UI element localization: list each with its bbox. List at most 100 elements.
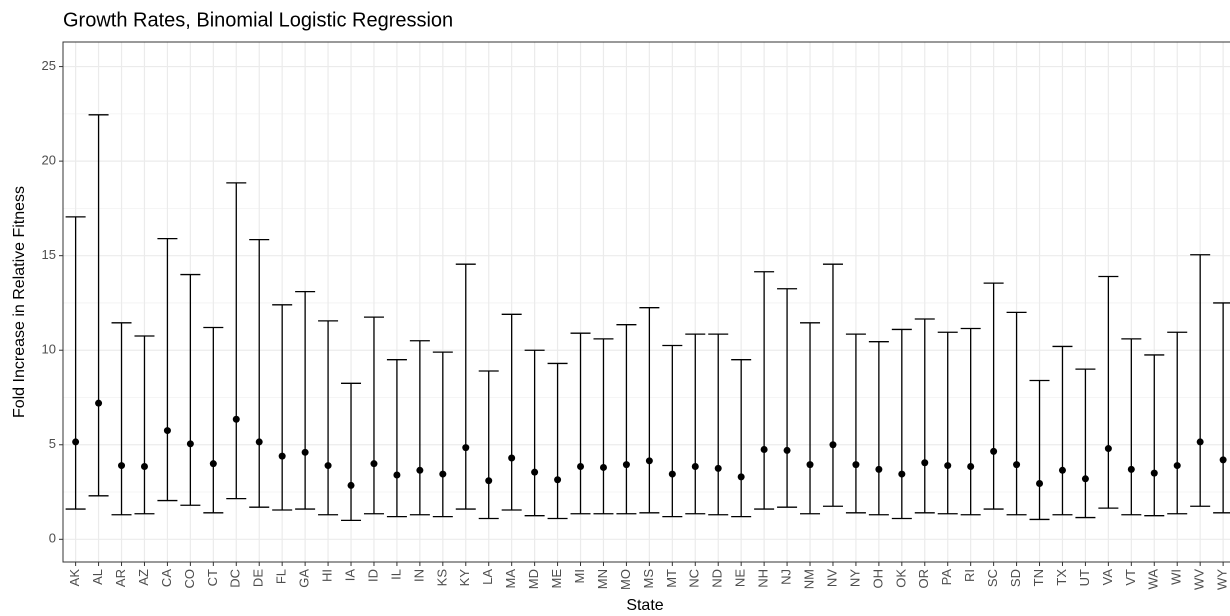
point <box>462 444 470 452</box>
point <box>278 452 286 460</box>
point <box>1081 475 1089 483</box>
point <box>508 454 516 462</box>
point <box>1150 469 1158 477</box>
x-tick-label: AK <box>67 569 82 587</box>
point <box>714 464 722 472</box>
point <box>990 447 998 455</box>
point <box>1104 445 1112 453</box>
y-tick-label: 0 <box>49 531 56 546</box>
point <box>645 457 653 465</box>
point <box>370 460 378 468</box>
point <box>416 466 424 474</box>
x-tick-label: MD <box>526 569 541 589</box>
x-tick-label: WA <box>1146 569 1161 590</box>
point <box>1058 466 1066 474</box>
point <box>760 445 768 453</box>
point <box>1013 461 1021 469</box>
point <box>622 461 630 469</box>
point <box>118 462 126 470</box>
x-tick-label: OH <box>870 569 885 589</box>
point <box>737 473 745 481</box>
point <box>1173 462 1181 470</box>
point <box>554 476 562 484</box>
point <box>1036 480 1044 488</box>
point <box>232 415 240 423</box>
point <box>1127 465 1135 473</box>
x-tick-label: MO <box>618 569 633 590</box>
x-tick-label: OR <box>916 569 931 589</box>
y-tick-label: 20 <box>42 153 56 168</box>
x-tick-label: IN <box>411 569 426 582</box>
point <box>72 438 80 446</box>
x-tick-label: KS <box>434 569 449 587</box>
point <box>347 481 355 489</box>
x-tick-label: NE <box>733 569 748 587</box>
x-tick-label: MA <box>503 569 518 589</box>
x-tick-label: SC <box>985 569 1000 587</box>
point <box>599 463 607 471</box>
point <box>209 460 217 468</box>
point <box>324 462 332 470</box>
x-tick-label: RI <box>962 569 977 582</box>
y-axis-title: Fold Increase in Relative Fitness <box>11 186 28 418</box>
x-tick-label: ID <box>365 569 380 582</box>
point <box>944 462 952 470</box>
point <box>485 477 493 485</box>
x-tick-label: MT <box>664 569 679 588</box>
x-tick-label: AZ <box>136 569 151 586</box>
x-tick-label: AR <box>113 569 128 587</box>
x-tick-label: SD <box>1008 569 1023 587</box>
y-tick-label: 5 <box>49 436 56 451</box>
x-tick-label: ME <box>549 569 564 589</box>
point <box>186 440 194 448</box>
y-tick-label: 10 <box>42 342 56 357</box>
x-tick-label: MI <box>572 569 587 583</box>
point <box>439 470 447 478</box>
point <box>1196 438 1204 446</box>
x-tick-label: HI <box>320 569 335 582</box>
x-tick-label: DE <box>251 569 266 587</box>
x-tick-label: CT <box>205 569 220 586</box>
x-tick-label: TN <box>1031 569 1046 586</box>
point <box>829 441 837 449</box>
x-tick-label: AL <box>90 569 105 585</box>
x-tick-label: NH <box>756 569 771 588</box>
x-tick-label: CA <box>159 569 174 587</box>
point <box>140 463 148 471</box>
y-tick-label: 25 <box>42 58 56 73</box>
x-tick-label: VA <box>1100 569 1115 586</box>
x-tick-label: CO <box>182 569 197 589</box>
x-tick-label: IL <box>388 569 403 580</box>
point <box>95 399 103 407</box>
x-tick-label: WI <box>1169 569 1184 585</box>
x-tick-label: IA <box>342 569 357 582</box>
point <box>898 470 906 478</box>
point <box>1219 456 1227 464</box>
x-tick-label: OK <box>893 569 908 588</box>
y-tick-label: 15 <box>42 247 56 262</box>
chart-title: Growth Rates, Binomial Logistic Regressi… <box>63 9 453 31</box>
x-tick-label: DC <box>228 569 243 588</box>
x-tick-label: LA <box>480 569 495 585</box>
point <box>255 438 263 446</box>
point <box>393 471 401 479</box>
x-tick-label: NM <box>801 569 816 589</box>
x-tick-label: NC <box>687 569 702 588</box>
point <box>921 459 929 467</box>
x-tick-label: NJ <box>779 569 794 585</box>
point <box>531 468 539 476</box>
x-tick-label: ND <box>710 569 725 588</box>
x-tick-label: MN <box>595 569 610 589</box>
point <box>691 463 699 471</box>
panel-border <box>62 41 1230 563</box>
x-tick-label: WY <box>1215 569 1230 590</box>
x-tick-label: MS <box>641 569 656 589</box>
x-tick-label: UT <box>1077 569 1092 586</box>
x-tick-label: KY <box>457 569 472 587</box>
x-tick-label: NV <box>824 569 839 587</box>
x-tick-label: GA <box>297 569 312 588</box>
x-tick-label: NY <box>847 569 862 587</box>
point <box>875 465 883 473</box>
